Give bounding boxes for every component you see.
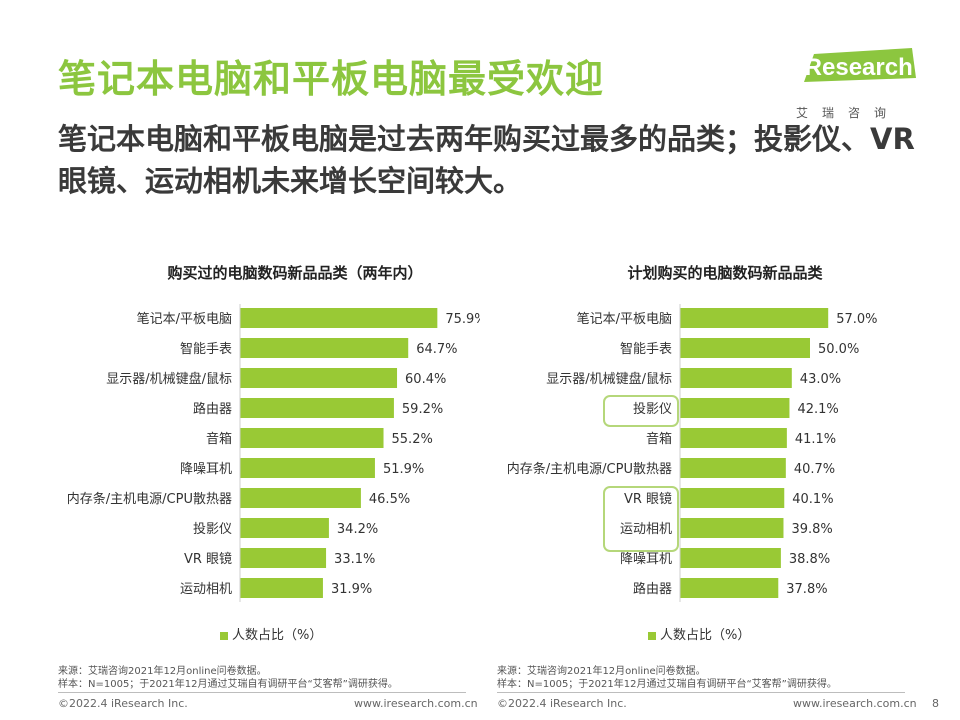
- source-right: 来源：艾瑞咨询2021年12月online问卷数据。 样本：N=1005；于20…: [497, 665, 837, 691]
- value-label: 39.8%: [791, 522, 832, 537]
- category-label: VR 眼镜: [624, 492, 672, 507]
- highlight-projector: [603, 395, 679, 427]
- chart-left-legend: 人数占比（%）: [220, 624, 322, 643]
- category-label: 降噪耳机: [180, 462, 232, 477]
- category-label: 智能手表: [620, 342, 672, 357]
- value-label: 42.1%: [797, 402, 838, 417]
- category-label: 运动相机: [620, 522, 672, 537]
- chart-left: 笔记本/平板电脑 75.9% 智能手表 64.7% 显示器/机械键盘/鼠标 60.4% 路由…: [67, 304, 480, 602]
- value-label: 55.2%: [392, 432, 433, 447]
- value-label: 37.8%: [786, 582, 827, 597]
- bar: [680, 368, 792, 388]
- value-label: 38.8%: [789, 552, 830, 567]
- page-number: 8: [932, 697, 939, 710]
- category-label: 智能手表: [180, 342, 232, 357]
- bar: [680, 338, 810, 358]
- value-label: 60.4%: [405, 372, 446, 387]
- value-label: 40.1%: [792, 492, 833, 507]
- category-label: VR 眼镜: [184, 552, 232, 567]
- source-line-2: 样本：N=1005；于2021年12月通过艾瑞自有调研平台“艾客帮”调研获得。: [58, 679, 398, 690]
- page-subtitle: 笔记本电脑和平板电脑是过去两年购买过最多的品类；投影仪、VR眼镜、运动相机未来增…: [58, 122, 915, 198]
- category-label: 投影仪: [633, 401, 672, 417]
- value-label: 41.1%: [795, 432, 836, 447]
- footer-copyright-left: ©2022.4 iResearch Inc.: [58, 697, 188, 710]
- value-label: 75.9%: [445, 312, 480, 327]
- logo-mark-icon: [804, 48, 916, 82]
- chart-right-legend: 人数占比（%）: [648, 624, 750, 643]
- category-label: 显示器/机械键盘/鼠标: [546, 371, 672, 387]
- bar: [240, 398, 394, 418]
- bar: [240, 458, 375, 478]
- bar: [680, 548, 781, 568]
- value-label: 43.0%: [800, 372, 841, 387]
- category-label: 显示器/机械键盘/鼠标: [106, 371, 232, 387]
- highlight-vr-camera: [603, 486, 679, 552]
- footer-copyright-right: ©2022.4 iResearch Inc.: [497, 697, 627, 710]
- value-label: 59.2%: [402, 402, 443, 417]
- chart-right: 笔记本/平板电脑 57.0% 智能手表 50.0% 显示器/机械键盘/鼠标 43.0% 投影…: [507, 304, 878, 602]
- page-title: 笔记本电脑和平板电脑最受欢迎: [58, 57, 605, 101]
- value-label: 40.7%: [794, 462, 835, 477]
- bar: [680, 398, 790, 418]
- source-left: 来源：艾瑞咨询2021年12月online问卷数据。 样本：N=1005；于20…: [58, 665, 398, 691]
- bar: [680, 488, 785, 508]
- value-label: 34.2%: [337, 522, 378, 537]
- source-line-2: 样本：N=1005；于2021年12月通过艾瑞自有调研平台“艾客帮”调研获得。: [497, 679, 837, 690]
- category-label: 投影仪: [193, 521, 232, 537]
- category-label: 笔记本/平板电脑: [577, 311, 672, 327]
- category-label: 内存条/主机电源/CPU散热器: [507, 461, 672, 477]
- bar: [240, 338, 409, 358]
- source-line-1: 来源：艾瑞咨询2021年12月online问卷数据。: [58, 666, 267, 677]
- category-label: 降噪耳机: [620, 552, 672, 567]
- category-label: 路由器: [193, 401, 232, 417]
- category-label: 内存条/主机电源/CPU散热器: [67, 491, 232, 507]
- source-line-1: 来源：艾瑞咨询2021年12月online问卷数据。: [497, 666, 706, 677]
- value-label: 51.9%: [383, 462, 424, 477]
- chart-right-title: 计划购买的电脑数码新品品类: [627, 264, 823, 282]
- value-label: 31.9%: [331, 582, 372, 597]
- logo-cn-text: 艾瑞咨询: [796, 106, 901, 120]
- value-label: 46.5%: [369, 492, 410, 507]
- footer-divider-right: [497, 692, 905, 693]
- legend-label: 人数占比（%）: [232, 628, 323, 643]
- category-label: 运动相机: [180, 582, 232, 597]
- logo-word: iResearch: [798, 54, 913, 81]
- footer-url-left: www.iresearch.com.cn: [354, 697, 478, 710]
- bar: [680, 578, 779, 598]
- legend-swatch: [220, 631, 228, 640]
- legend-label: 人数占比（%）: [660, 628, 751, 643]
- value-label: 50.0%: [818, 342, 859, 357]
- iresearch-logo: iResearch 艾瑞咨询: [792, 48, 922, 120]
- footer-url-right: www.iresearch.com.cn: [793, 697, 917, 710]
- category-label: 笔记本/平板电脑: [137, 311, 232, 327]
- bar: [240, 308, 438, 328]
- bar: [680, 428, 787, 448]
- bar: [240, 578, 323, 598]
- value-label: 64.7%: [416, 342, 457, 357]
- category-label: 路由器: [633, 581, 672, 597]
- bar: [680, 308, 829, 328]
- chart-left-title: 购买过的电脑数码新品品类（两年内）: [167, 264, 423, 282]
- value-label: 57.0%: [836, 312, 877, 327]
- value-label: 33.1%: [334, 552, 375, 567]
- bar: [240, 548, 327, 568]
- legend-swatch: [648, 631, 656, 640]
- bar: [680, 518, 784, 538]
- bar: [680, 458, 786, 478]
- bar: [240, 428, 384, 448]
- footer-divider-left: [58, 692, 466, 693]
- category-label: 音箱: [206, 431, 232, 447]
- category-label: 音箱: [646, 431, 672, 447]
- bar: [240, 488, 361, 508]
- bar: [240, 518, 329, 538]
- bar: [240, 368, 398, 388]
